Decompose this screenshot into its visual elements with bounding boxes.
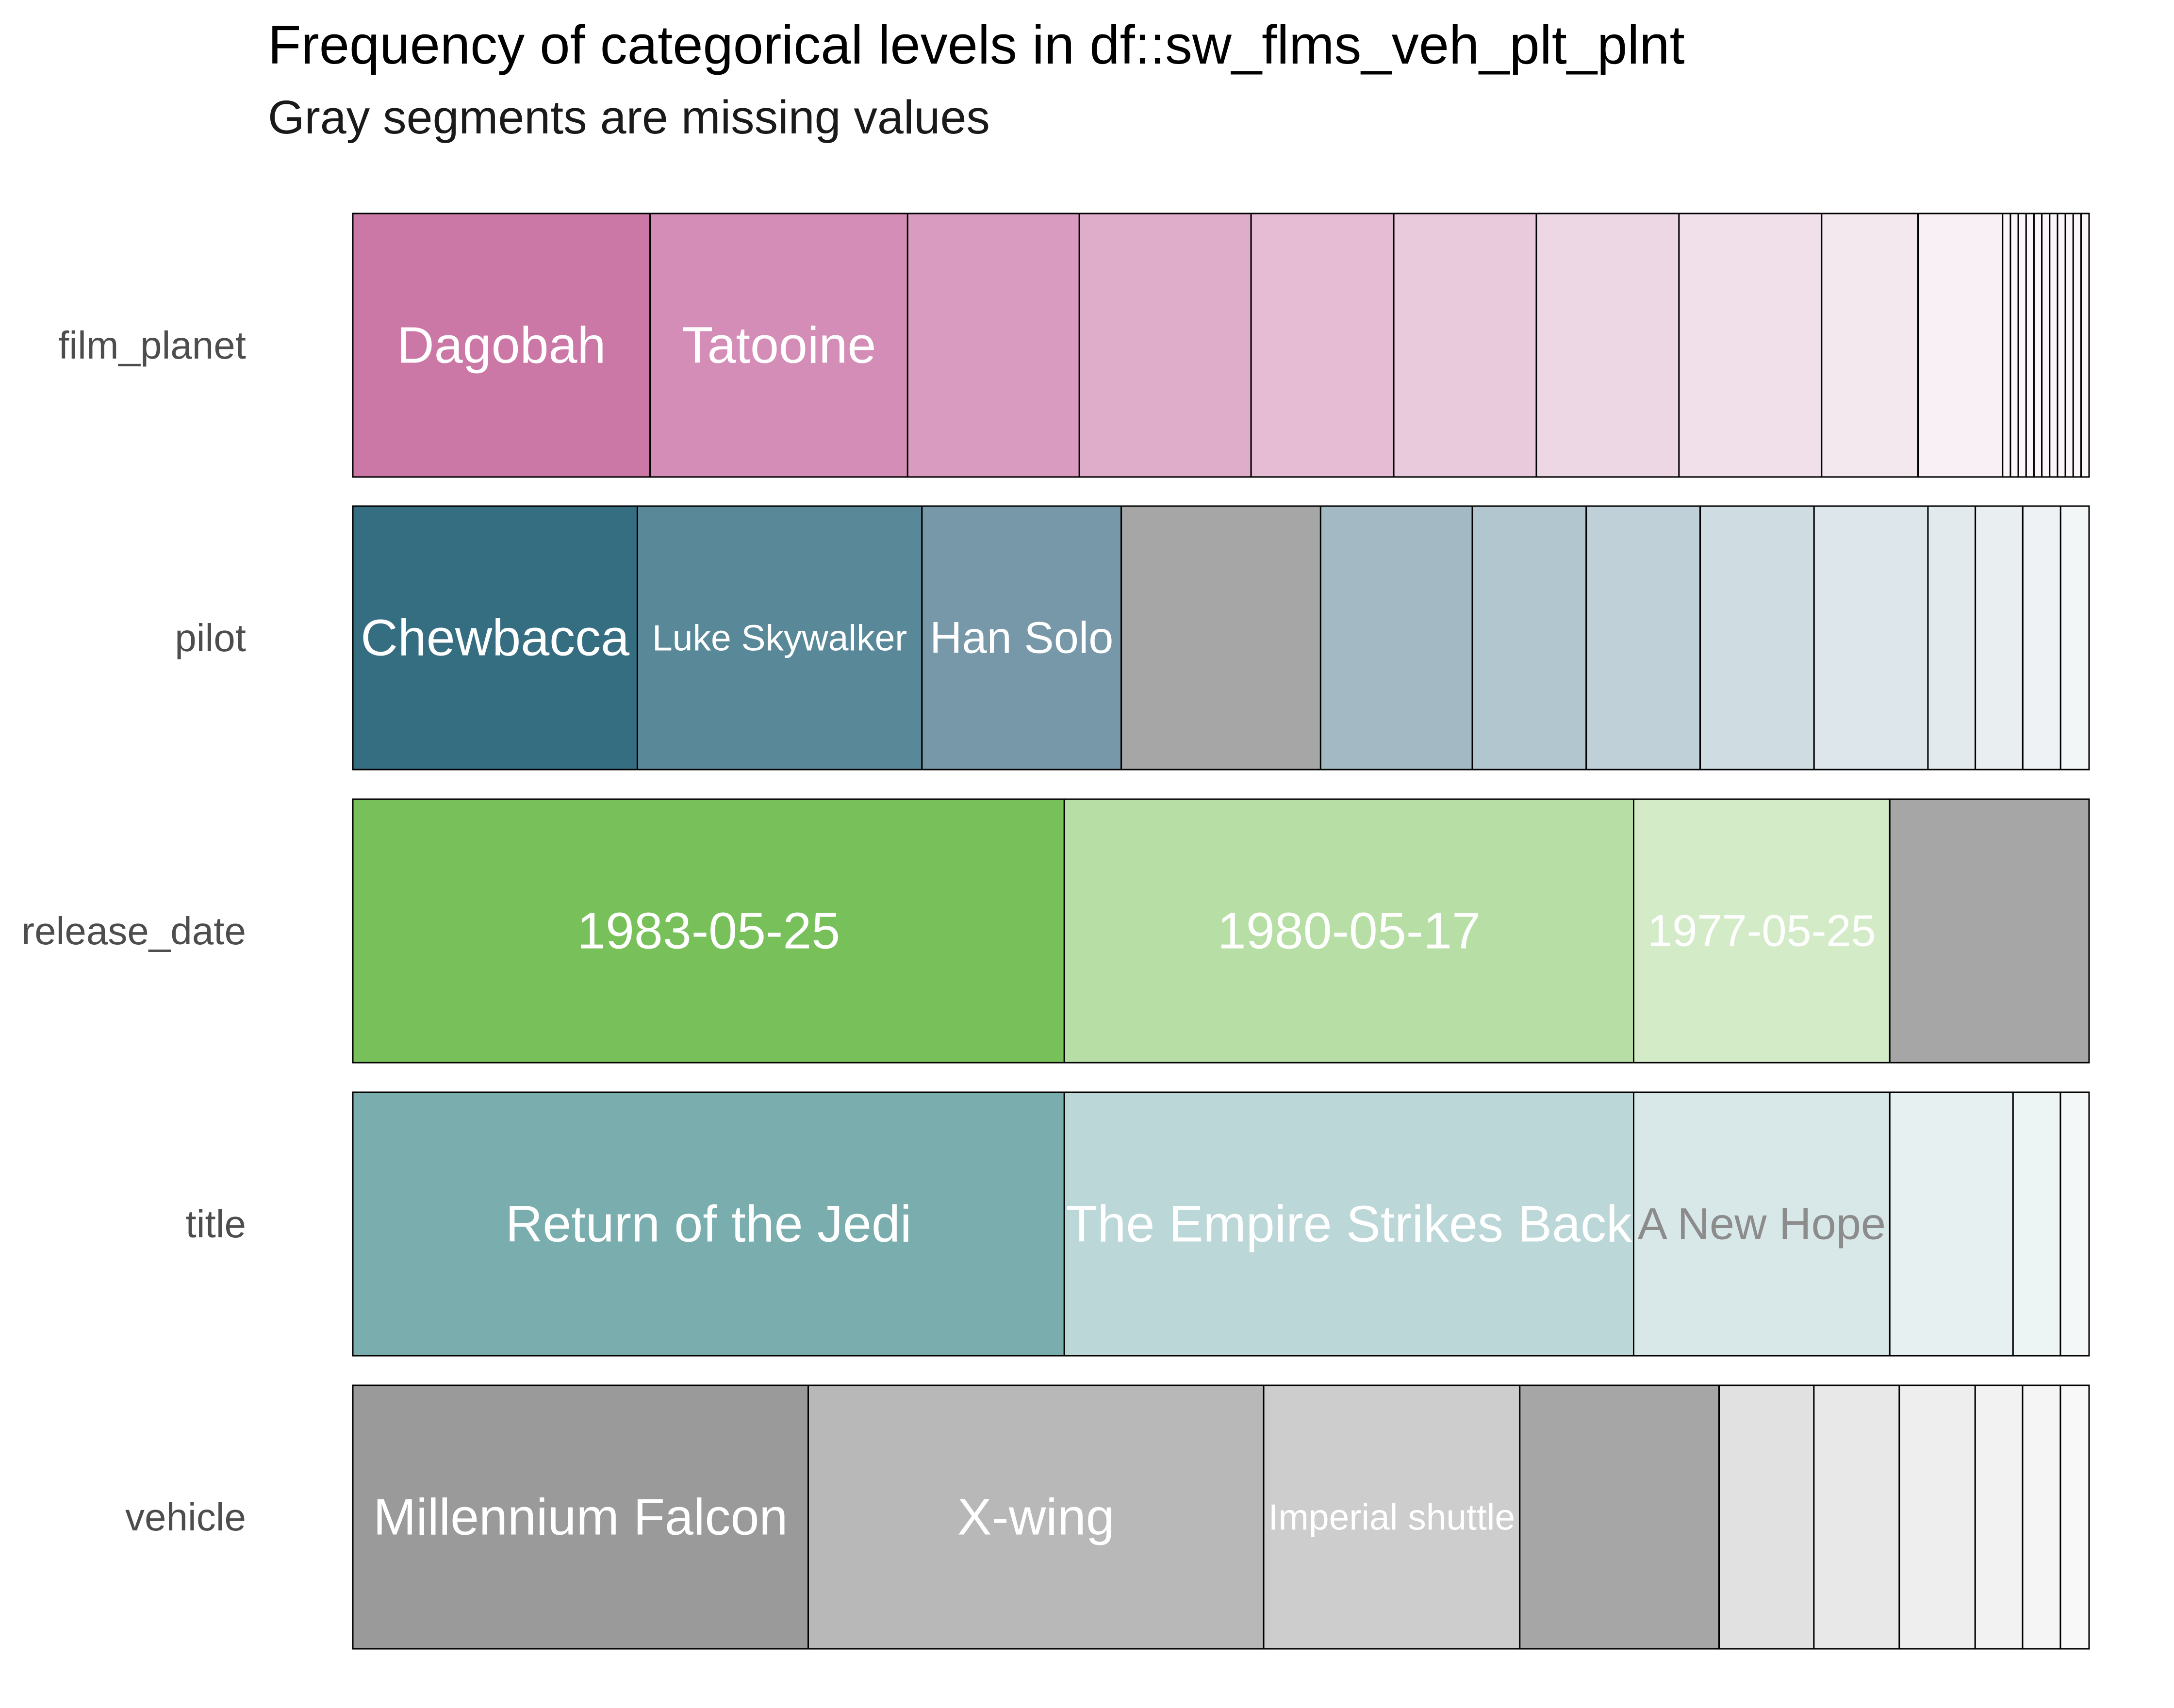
level-segment xyxy=(352,1091,1065,1357)
level-segment xyxy=(2057,213,2066,478)
level-segment xyxy=(636,505,923,771)
segment-label: The Empire Strikes Back xyxy=(1066,1196,1632,1253)
level-segment xyxy=(352,798,1065,1064)
level-segment xyxy=(1471,505,1587,771)
segment-label: Imperial shuttle xyxy=(1268,1497,1515,1538)
missing-segment xyxy=(1120,505,1321,771)
missing-segment xyxy=(1519,1384,1720,1650)
segment-label: Return of the Jedi xyxy=(506,1196,912,1253)
bar-row-vehicle: vehicle Millennium Falcon X-wing Imperial s… xyxy=(125,1384,2090,1650)
segment-label: Luke Skywalker xyxy=(652,618,907,658)
segment-label: A New Hope xyxy=(1638,1199,1886,1249)
level-segment xyxy=(1678,213,1823,478)
chart-subtitle: Gray segments are missing values xyxy=(268,91,990,144)
level-segment xyxy=(2059,1091,2090,1357)
level-segment xyxy=(1889,1091,2014,1357)
level-segment xyxy=(1898,1384,1976,1650)
row-label: release_date xyxy=(21,909,246,953)
level-segment xyxy=(1632,1091,1891,1357)
level-segment xyxy=(352,505,638,771)
level-segment xyxy=(1250,213,1395,478)
level-segment xyxy=(1718,1384,1815,1650)
level-segment xyxy=(352,1384,809,1650)
level-segment xyxy=(1813,505,1929,771)
row-label: film_planet xyxy=(58,324,246,367)
level-segment xyxy=(1917,213,2004,478)
level-segment xyxy=(2059,505,2090,771)
level-segment xyxy=(1535,213,1680,478)
level-segment xyxy=(1927,505,1976,771)
segment-label: Millennium Falcon xyxy=(373,1489,788,1546)
level-segment xyxy=(1585,505,1701,771)
level-segment xyxy=(1078,213,1252,478)
segment-label: 1977-05-25 xyxy=(1647,906,1876,956)
level-segment xyxy=(2049,213,2059,478)
bar-row-release-date: release_date 1983-05-25 1980-05-17 1977-05-… xyxy=(21,798,2090,1064)
level-segment xyxy=(1699,505,1815,771)
level-segment xyxy=(352,213,651,478)
row-label: pilot xyxy=(175,616,246,659)
level-segment xyxy=(2009,213,2019,478)
segment-label: Chewbacca xyxy=(361,609,629,667)
level-segment xyxy=(807,1384,1265,1650)
level-segment xyxy=(2002,213,2011,478)
level-segment xyxy=(1063,1091,1634,1357)
level-segment xyxy=(2080,213,2090,478)
level-segment xyxy=(1063,798,1634,1064)
row-label: title xyxy=(186,1202,247,1246)
level-segment xyxy=(2025,213,2035,478)
level-segment xyxy=(2012,1091,2061,1357)
segment-label: 1980-05-17 xyxy=(1218,903,1481,960)
level-segment xyxy=(2017,213,2027,478)
bar-row-pilot: pilot Chewbacca Luke Skywalker Han Solo xyxy=(175,505,2090,771)
level-segment xyxy=(1813,1384,1900,1650)
level-segment xyxy=(1975,505,2024,771)
segment-label: Han Solo xyxy=(930,613,1113,663)
level-segment xyxy=(2022,1384,2061,1650)
missing-segment xyxy=(1889,798,2090,1064)
level-segment xyxy=(1319,505,1473,771)
level-segment xyxy=(2022,505,2061,771)
level-segment xyxy=(2033,213,2043,478)
segment-label: Tatooine xyxy=(682,317,876,374)
segment-label: X-wing xyxy=(957,1489,1115,1546)
level-segment xyxy=(921,505,1122,771)
level-segment xyxy=(1263,1384,1521,1650)
bar-row-film-planet: film_planet Dagobah Tatooine xyxy=(58,213,2090,478)
level-segment xyxy=(1974,1384,2024,1650)
level-segment xyxy=(1393,213,1537,478)
level-segment xyxy=(2041,213,2051,478)
segment-label: 1983-05-25 xyxy=(577,903,840,960)
bar-row-title: title Return of the Jedi The Empire Strike… xyxy=(186,1091,2090,1357)
segment-label: Dagobah xyxy=(397,317,606,374)
row-label: vehicle xyxy=(125,1495,246,1539)
chart-title: Frequency of categorical levels in df::s… xyxy=(268,15,1685,75)
level-segment xyxy=(1821,213,1919,478)
level-segment xyxy=(2072,213,2082,478)
level-segment xyxy=(2059,1384,2090,1650)
level-segment xyxy=(906,213,1080,478)
level-segment xyxy=(1632,798,1891,1064)
level-segment xyxy=(2064,213,2074,478)
